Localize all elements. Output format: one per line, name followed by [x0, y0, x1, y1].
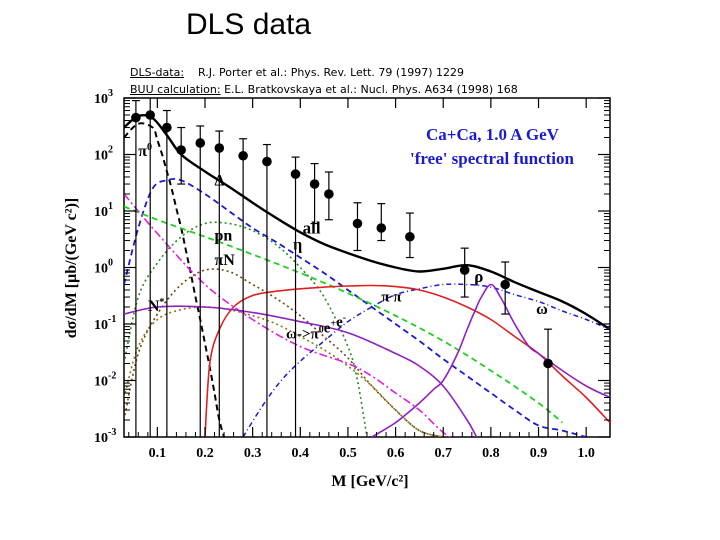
y-tick-label: 100	[94, 258, 113, 277]
x-tick-label: 0.2	[196, 446, 214, 461]
reference-buu-label: BUU calculation:	[130, 83, 221, 96]
data-point	[290, 169, 301, 179]
lbl-delta: Δ	[215, 173, 225, 190]
reference-buu: BUU calculation: E.L. Bratkovskaya et al…	[130, 83, 518, 96]
data-point	[543, 358, 553, 369]
x-tick-label: 1.0	[577, 446, 595, 461]
x-tick-label: 0.3	[244, 446, 262, 461]
x-tick-label: 0.7	[434, 446, 452, 461]
x-tick-label: 0.5	[339, 446, 357, 461]
x-tick-label: 0.8	[482, 446, 500, 461]
lbl-piN: πN	[215, 252, 236, 269]
curve-3	[124, 205, 563, 424]
data-point	[195, 138, 206, 148]
lbl-omega-dalitz: ω->π0e+e-	[286, 313, 346, 343]
reference-buu-text: E.L. Bratkovskaya et al.: Nucl. Phys. A6…	[224, 83, 518, 96]
reference-dls-label: DLS-data:	[130, 66, 185, 79]
curve-7	[124, 193, 451, 437]
curve-0	[124, 113, 610, 331]
y-tick-label: 10-2	[94, 371, 116, 390]
data-point	[459, 265, 470, 275]
curve-1	[124, 122, 226, 437]
lbl-pipi: π π	[381, 290, 402, 306]
reference-dls-text: R.J. Porter et al.: Phys. Rev. Lett. 79 …	[198, 66, 464, 79]
lbl-eta: η	[293, 236, 302, 253]
data-point	[500, 279, 510, 290]
chart-subtitle: 'free' spectral function	[410, 149, 575, 168]
y-tick-label: 102	[94, 145, 113, 164]
curve-5	[124, 268, 444, 437]
axis-ticks-layer: 0.1 0.2 0.3 0.4 0.5 0.6 0.7 0.8 0.9 1.0 10-3 10-2 10…	[94, 88, 610, 461]
data-point	[145, 110, 156, 120]
y-tick-label: 101	[94, 201, 113, 220]
data-point	[238, 150, 248, 161]
data-point	[309, 179, 320, 189]
data-point	[131, 112, 141, 123]
y-axis-label: dσ/dM [μb/(GeV c²)]	[63, 198, 80, 338]
data-point	[162, 122, 172, 133]
y-tick-label: 10-3	[94, 427, 116, 446]
data-point	[214, 143, 225, 153]
y-tick-label: 103	[94, 88, 113, 107]
lbl-Nstar: N*	[148, 297, 165, 315]
lbl-pi0: π0	[138, 142, 152, 160]
data-point	[324, 189, 334, 199]
data-point	[262, 156, 272, 167]
curve-11	[124, 305, 478, 437]
slide-title: DLS data	[186, 8, 312, 41]
chart-title: Ca+Ca, 1.0 A GeV	[426, 125, 560, 144]
curve-8	[242, 283, 610, 437]
x-tick-label: 0.1	[149, 446, 167, 461]
x-tick-label: 0.9	[530, 446, 548, 461]
curve-6	[124, 306, 444, 437]
x-tick-label: 0.4	[292, 446, 310, 461]
data-point	[352, 218, 363, 229]
y-tick-label: 10-1	[94, 314, 116, 333]
data-point	[405, 231, 415, 242]
data-point	[176, 145, 186, 155]
lbl-pn: pn	[215, 228, 233, 245]
x-tick-label: 0.6	[387, 446, 405, 461]
x-axis-label: M [GeV/c²]	[331, 473, 408, 490]
lbl-omega: ω	[536, 301, 548, 318]
reference-dls: DLS-data: R.J. Porter et al.: Phys. Rev. …	[130, 66, 464, 79]
lbl-all: all	[303, 218, 321, 237]
curve-10	[371, 283, 610, 437]
curve-2	[124, 178, 590, 437]
data-point	[376, 223, 387, 233]
lbl-rho: ρ	[474, 267, 483, 286]
curves-layer	[124, 113, 610, 437]
